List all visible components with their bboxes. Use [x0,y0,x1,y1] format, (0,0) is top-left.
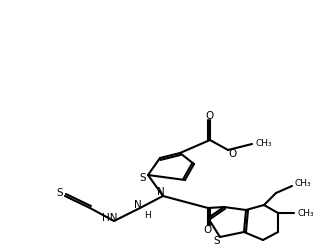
Text: N: N [157,187,165,197]
Text: S: S [214,236,220,246]
Text: N: N [134,200,142,210]
Text: CH₃: CH₃ [298,209,314,217]
Text: CH₃: CH₃ [256,139,272,149]
Text: O: O [204,225,212,235]
Text: HN: HN [102,213,118,223]
Text: CH₃: CH₃ [295,180,311,188]
Text: S: S [140,173,146,183]
Text: O: O [206,111,214,121]
Text: O: O [229,149,237,159]
Text: H: H [145,211,151,219]
Text: S: S [57,188,63,198]
